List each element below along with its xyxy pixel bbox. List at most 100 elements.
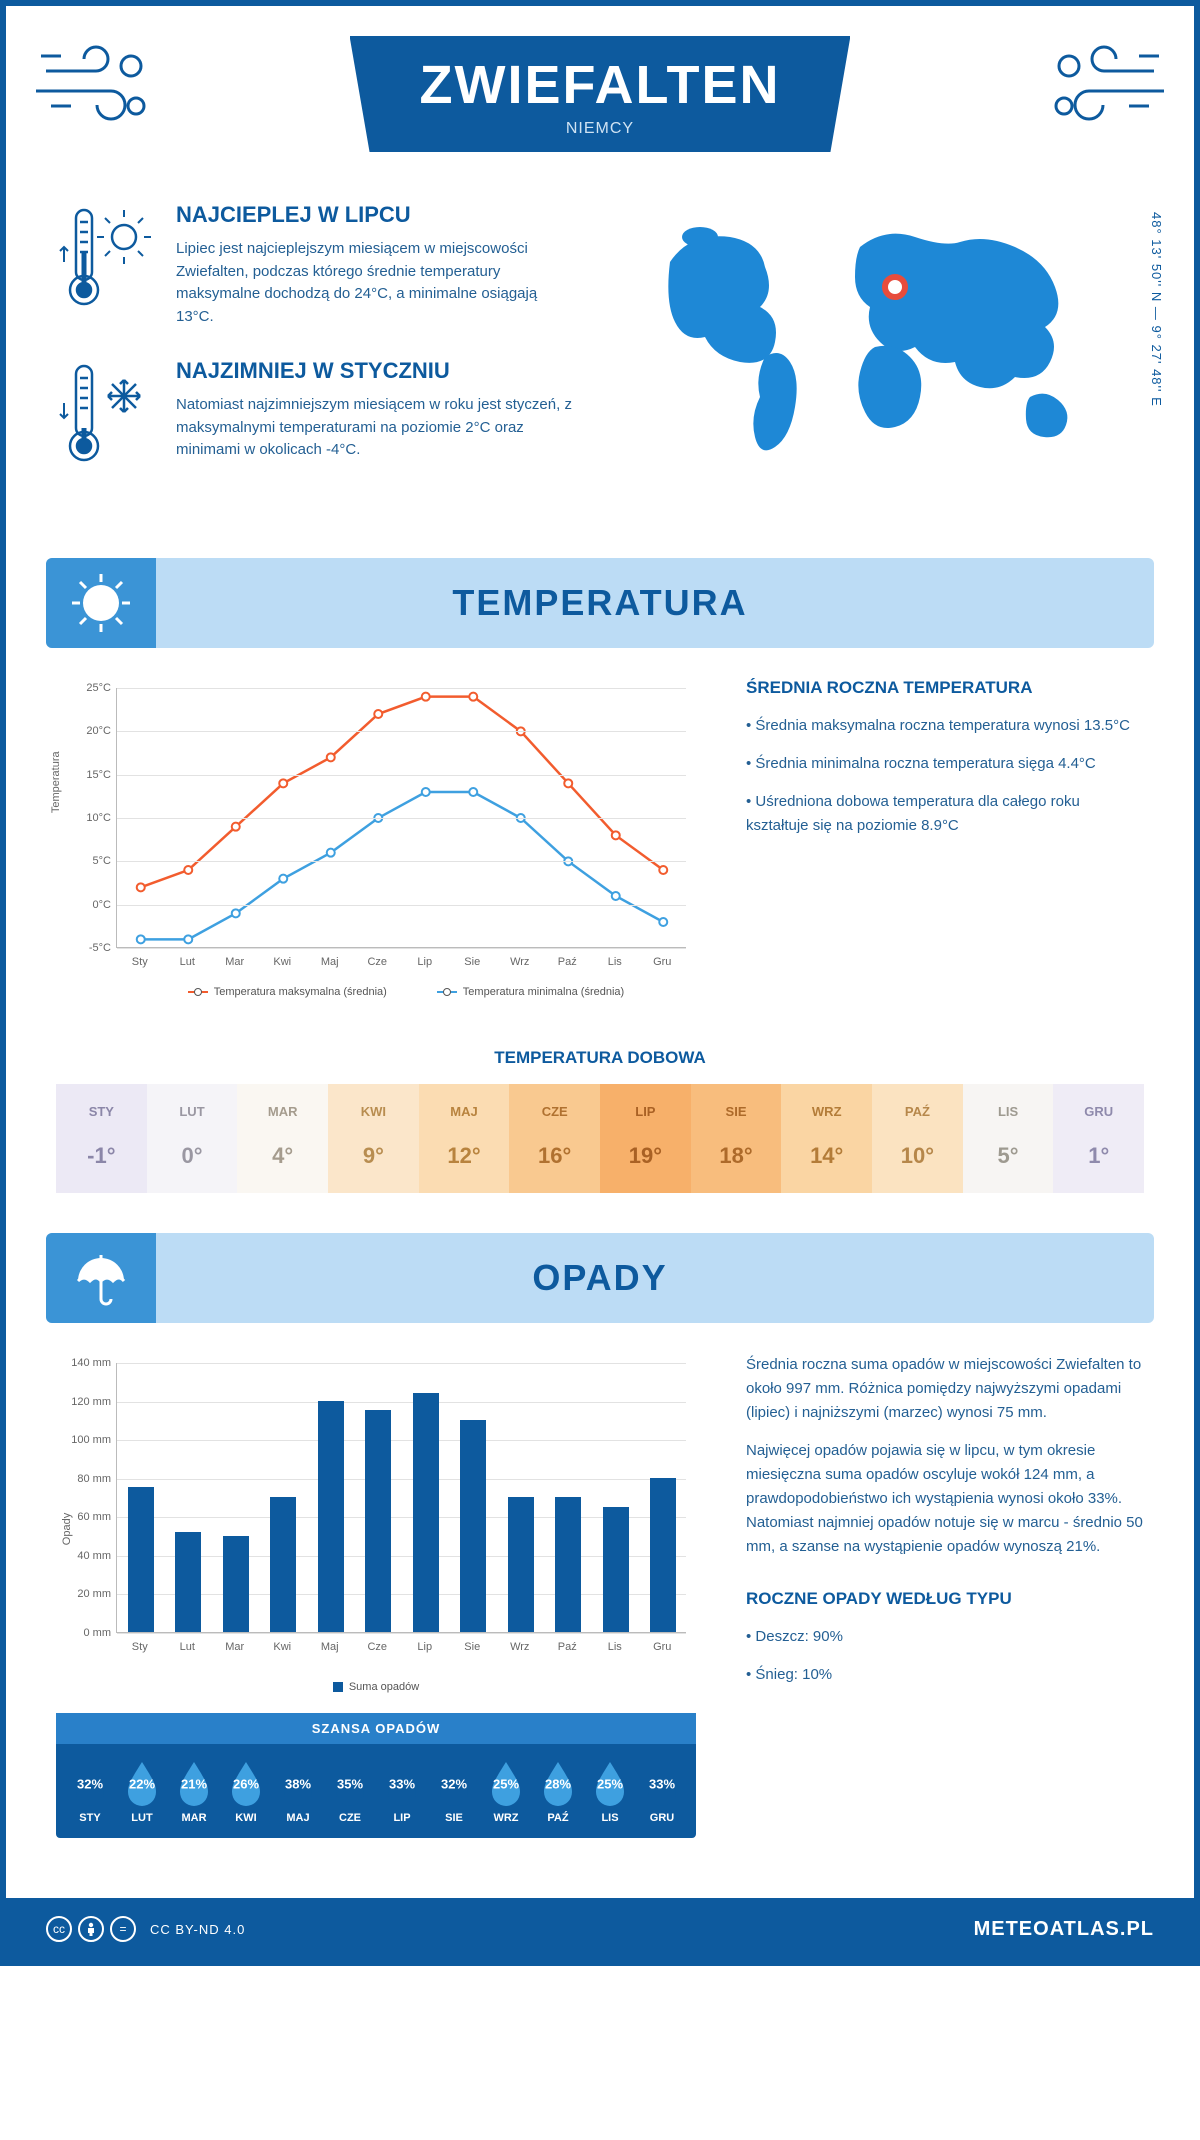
daily-temp-cell: MAR4°	[237, 1084, 328, 1193]
chance-cell: 21%MAR	[168, 1758, 220, 1824]
daily-temp-cell: GRU1°	[1053, 1084, 1144, 1193]
precip-legend: Suma opadów	[56, 1681, 696, 1693]
raindrop-icon: 33%	[642, 1758, 682, 1806]
map-column: 48° 13' 50'' N — 9° 27' 48'' E	[616, 202, 1144, 498]
chance-cell: 22%LUT	[116, 1758, 168, 1824]
header: ZWIEFALTEN NIEMCY	[6, 6, 1194, 172]
cc-icons: cc =	[46, 1916, 136, 1942]
precip-bar	[650, 1478, 676, 1632]
thermometer-snow-icon	[56, 358, 156, 468]
precip-bar	[223, 1536, 249, 1632]
temp-summary-item: Średnia minimalna roczna temperatura się…	[746, 752, 1144, 776]
precip-p2: Najwięcej opadów pojawia się w lipcu, w …	[746, 1439, 1144, 1559]
precip-content: Opady Suma opadów 0 mm20 mm40 mm60 mm80 …	[6, 1353, 1194, 1868]
nd-icon: =	[110, 1916, 136, 1942]
temperature-content: Temperatura Temperatura maksymalna (śred…	[6, 678, 1194, 1028]
precip-bar	[318, 1401, 344, 1632]
precip-p1: Średnia roczna suma opadów w miejscowośc…	[746, 1353, 1144, 1425]
daily-temp-cell: LUT0°	[147, 1084, 238, 1193]
daily-temp-cell: LIP19°	[600, 1084, 691, 1193]
daily-temp-cell: KWI9°	[328, 1084, 419, 1193]
cold-fact: NAJZIMNIEJ W STYCZNIU Natomiast najzimni…	[56, 358, 576, 468]
raindrop-icon: 35%	[330, 1758, 370, 1806]
cold-fact-text: Natomiast najzimniejszym miesiącem w rok…	[176, 394, 576, 462]
by-icon	[78, 1916, 104, 1942]
precip-type-item: Śnieg: 10%	[746, 1663, 1144, 1687]
raindrop-icon: 28%	[538, 1758, 578, 1806]
chance-cell: 32%STY	[64, 1758, 116, 1824]
precip-bar	[175, 1532, 201, 1632]
daily-temp-cell: STY-1°	[56, 1084, 147, 1193]
raindrop-icon: 21%	[174, 1758, 214, 1806]
footer: cc = CC BY-ND 4.0 METEOATLAS.PL	[6, 1898, 1194, 1960]
daily-temp-cell: PAŹ10°	[872, 1084, 963, 1193]
temperature-line-chart: Temperatura Temperatura maksymalna (śred…	[56, 678, 696, 998]
thermometer-sun-icon	[56, 202, 156, 312]
legend-max-label: Temperatura maksymalna (średnia)	[214, 986, 387, 998]
site-name: METEOATLAS.PL	[974, 1918, 1154, 1941]
precip-section-header: OPADY	[46, 1233, 1154, 1323]
precip-bar	[365, 1410, 391, 1632]
sun-icon	[46, 558, 156, 648]
chance-cell: 32%SIE	[428, 1758, 480, 1824]
chance-cell: 25%WRZ	[480, 1758, 532, 1824]
precip-bar	[270, 1497, 296, 1632]
cc-icon: cc	[46, 1916, 72, 1942]
wind-icon	[1024, 36, 1164, 136]
chance-cell: 35%CZE	[324, 1758, 376, 1824]
license-text: CC BY-ND 4.0	[150, 1922, 245, 1937]
wind-icon	[36, 36, 176, 136]
temp-ylabel: Temperatura	[50, 751, 62, 813]
warm-fact: NAJCIEPLEJ W LIPCU Lipiec jest najcieple…	[56, 202, 576, 328]
daily-temp-cell: SIE18°	[691, 1084, 782, 1193]
temperature-title: TEMPERATURA	[156, 582, 1154, 624]
daily-temp-cell: LIS5°	[963, 1084, 1054, 1193]
daily-temp-cell: WRZ14°	[781, 1084, 872, 1193]
daily-temp-table: STY-1°LUT0°MAR4°KWI9°MAJ12°CZE16°LIP19°S…	[56, 1084, 1144, 1193]
cold-fact-title: NAJZIMNIEJ W STYCZNIU	[176, 358, 576, 384]
precip-bar	[603, 1507, 629, 1632]
infographic-frame: ZWIEFALTEN NIEMCY	[0, 0, 1200, 1966]
precip-summary: Średnia roczna suma opadów w miejscowośc…	[746, 1353, 1144, 1838]
chance-title: SZANSA OPADÓW	[56, 1713, 696, 1744]
precip-bar	[555, 1497, 581, 1632]
legend-min-label: Temperatura minimalna (średnia)	[463, 986, 624, 998]
world-map	[616, 202, 1144, 482]
umbrella-icon	[46, 1233, 156, 1323]
precip-bar	[460, 1420, 486, 1632]
temp-summary-item: Uśredniona dobowa temperatura dla całego…	[746, 790, 1144, 838]
temp-summary-title: ŚREDNIA ROCZNA TEMPERATURA	[746, 678, 1144, 698]
title-banner: ZWIEFALTEN NIEMCY	[350, 36, 851, 152]
chance-cell: 25%LIS	[584, 1758, 636, 1824]
temperature-section-header: TEMPERATURA	[46, 558, 1154, 648]
raindrop-icon: 25%	[486, 1758, 526, 1806]
chance-cell: 26%KWI	[220, 1758, 272, 1824]
precip-bar-chart: Opady Suma opadów 0 mm20 mm40 mm60 mm80 …	[56, 1353, 696, 1693]
precip-title: OPADY	[156, 1257, 1154, 1299]
precip-bar	[128, 1487, 154, 1632]
daily-temp-cell: CZE16°	[509, 1084, 600, 1193]
raindrop-icon: 26%	[226, 1758, 266, 1806]
precip-legend-label: Suma opadów	[349, 1681, 419, 1693]
city-name: ZWIEFALTEN	[420, 54, 781, 116]
chance-cell: 28%PAŹ	[532, 1758, 584, 1824]
daily-temp-cell: MAJ12°	[419, 1084, 510, 1193]
precip-type-item: Deszcz: 90%	[746, 1625, 1144, 1649]
intro-section: NAJCIEPLEJ W LIPCU Lipiec jest najcieple…	[6, 172, 1194, 538]
warm-fact-title: NAJCIEPLEJ W LIPCU	[176, 202, 576, 228]
coordinates: 48° 13' 50'' N — 9° 27' 48'' E	[1149, 212, 1164, 407]
facts-column: NAJCIEPLEJ W LIPCU Lipiec jest najcieple…	[56, 202, 576, 498]
raindrop-icon: 32%	[434, 1758, 474, 1806]
raindrop-icon: 38%	[278, 1758, 318, 1806]
temperature-summary: ŚREDNIA ROCZNA TEMPERATURA Średnia maksy…	[746, 678, 1144, 998]
temp-summary-item: Średnia maksymalna roczna temperatura wy…	[746, 714, 1144, 738]
country-name: NIEMCY	[420, 120, 781, 138]
warm-fact-text: Lipiec jest najcieplejszym miesiącem w m…	[176, 238, 576, 328]
raindrop-icon: 33%	[382, 1758, 422, 1806]
chance-cell: 38%MAJ	[272, 1758, 324, 1824]
chance-cell: 33%GRU	[636, 1758, 688, 1824]
precip-chance-table: SZANSA OPADÓW 32%STY22%LUT21%MAR26%KWI38…	[56, 1713, 696, 1838]
raindrop-icon: 32%	[70, 1758, 110, 1806]
chance-cell: 33%LIP	[376, 1758, 428, 1824]
precip-type-title: ROCZNE OPADY WEDŁUG TYPU	[746, 1589, 1144, 1609]
